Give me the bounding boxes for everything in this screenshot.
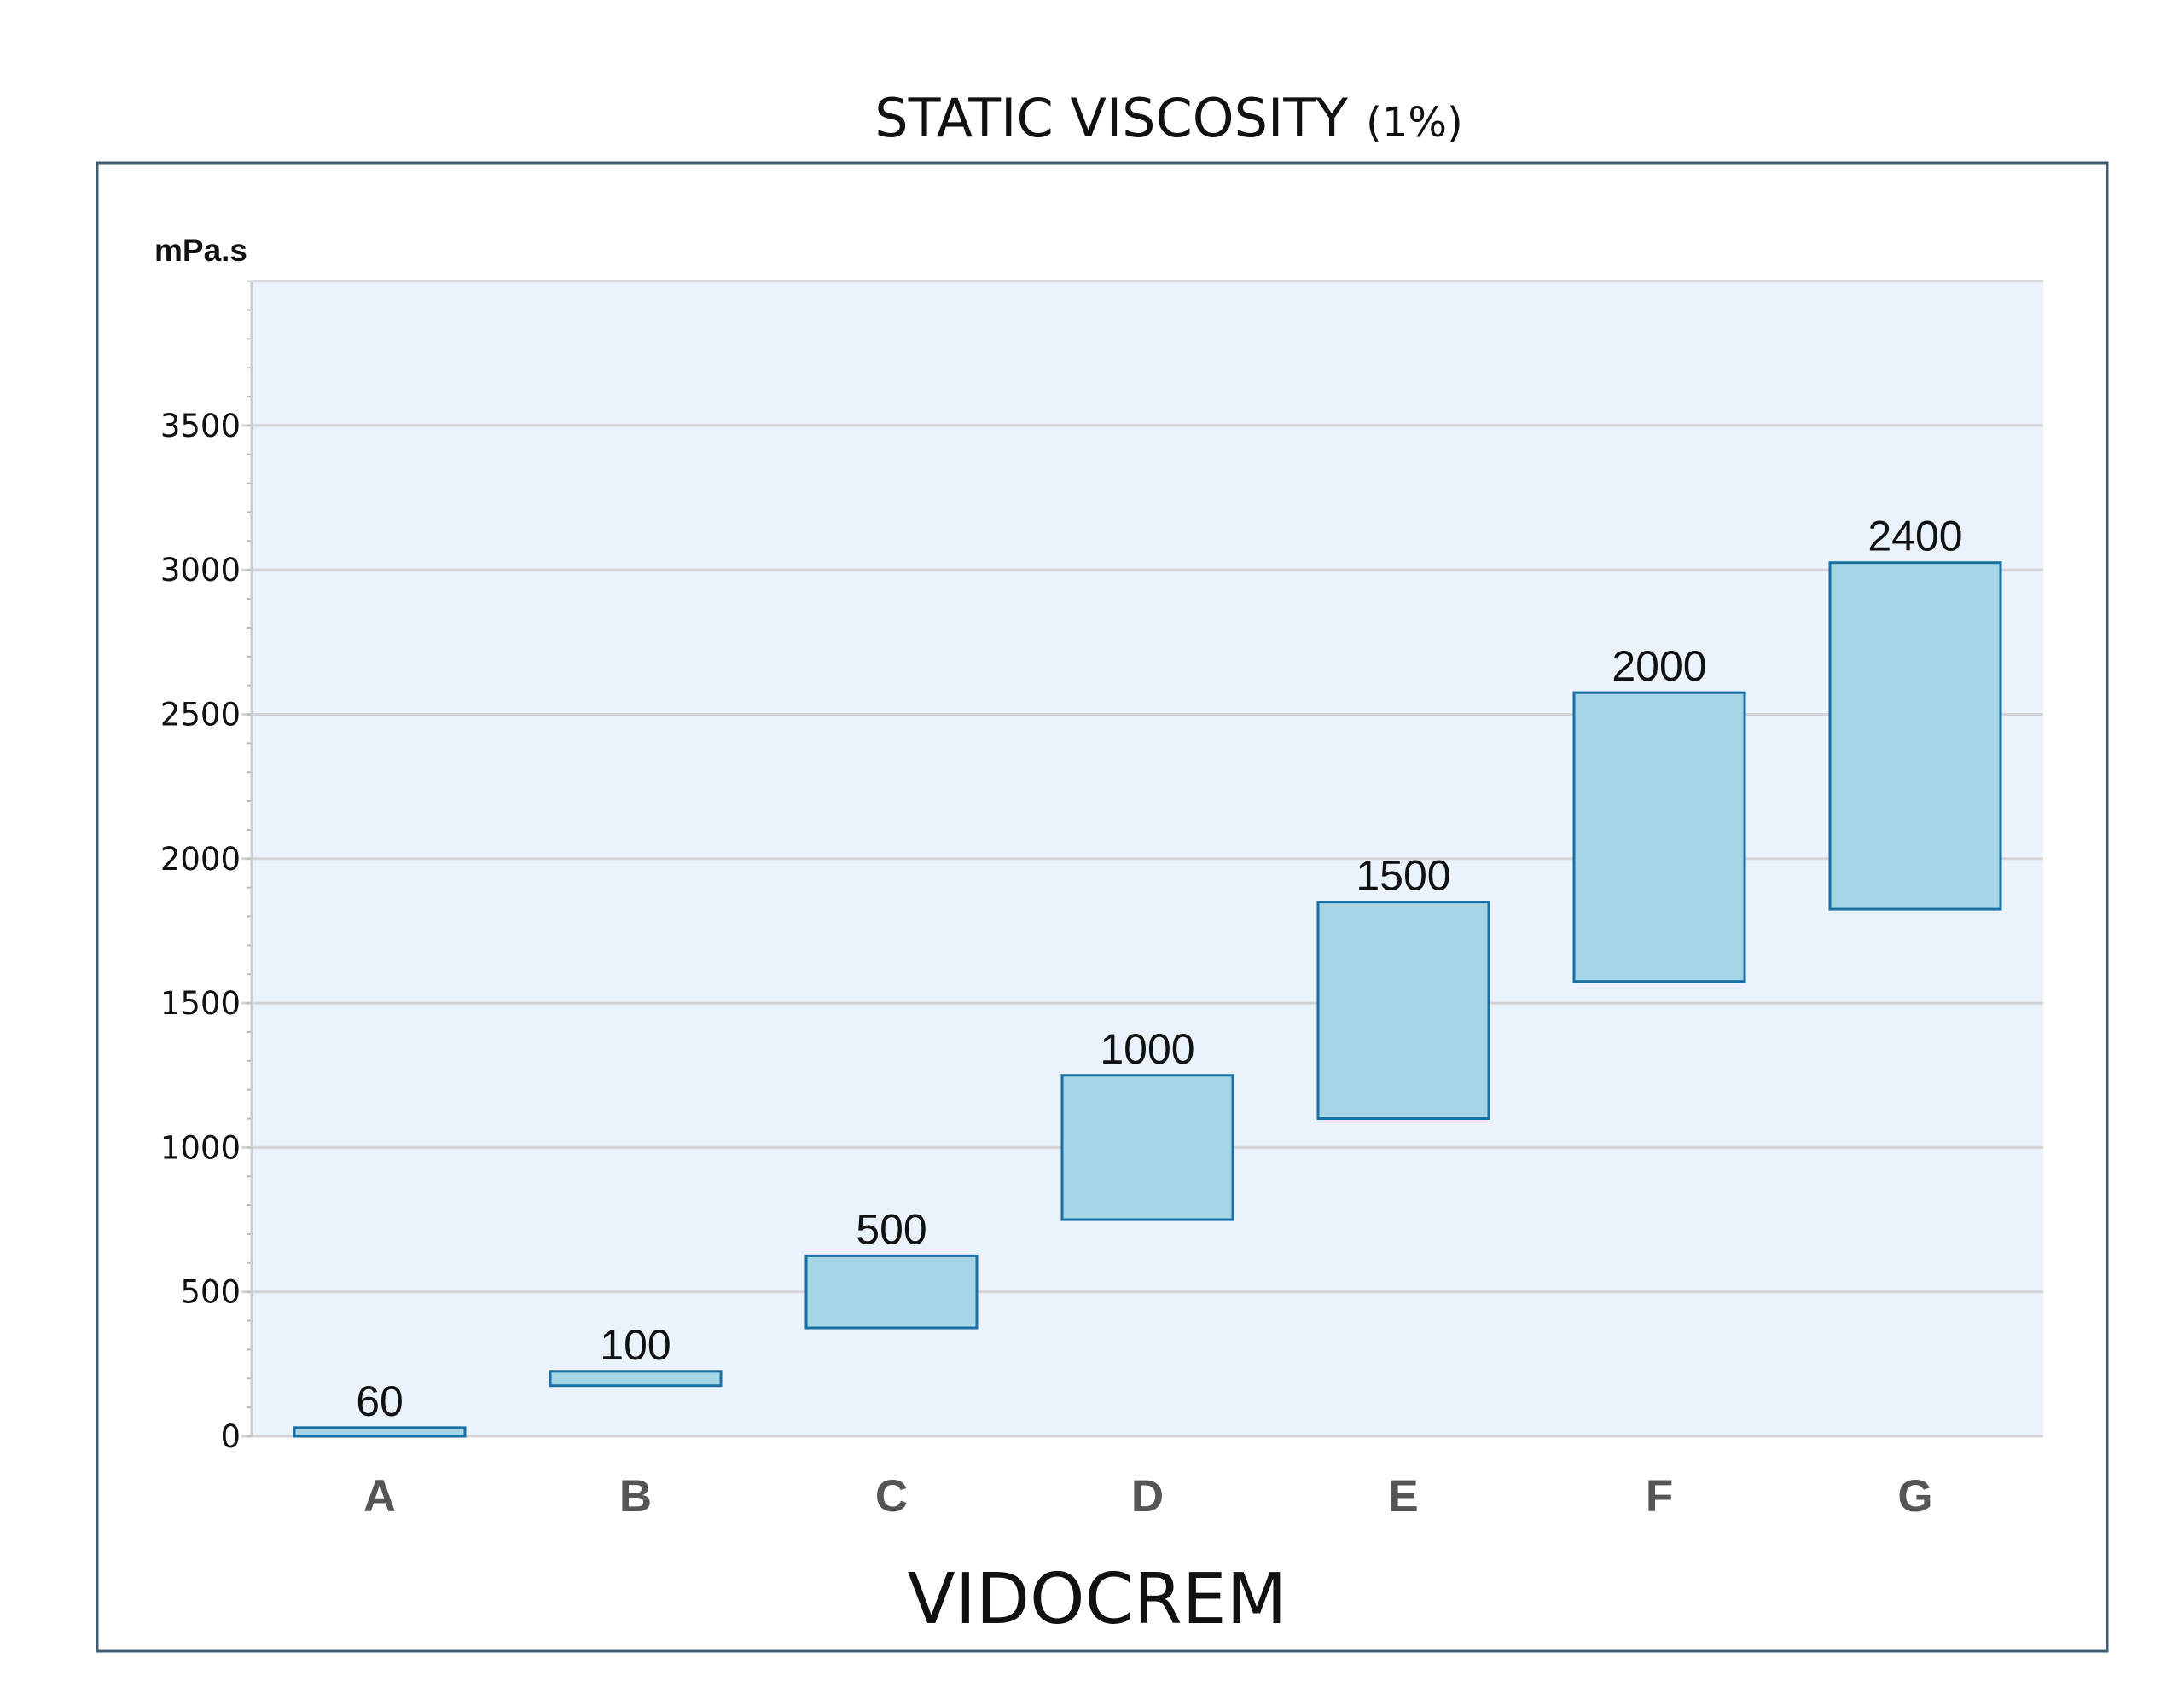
y-tick-label: 1000 (160, 1129, 241, 1166)
data-label-b: 100 (600, 1321, 671, 1369)
bars: 60 100 500 1000 1500 2000 2400 (293, 513, 2002, 1438)
bar-e (1316, 901, 1490, 1121)
y-tick-label: 3000 (160, 552, 241, 588)
y-tick-label: 2000 (160, 841, 241, 878)
x-axis-title: VIDOCREM (908, 1559, 1287, 1640)
y-tick-label: 3500 (160, 408, 241, 444)
data-label-e: 1500 (1356, 852, 1450, 900)
chart-title-main: STATIC VISCOSITY (874, 87, 1348, 149)
chart-title-suffix: (1%) (1366, 99, 1463, 147)
bar-f (1572, 691, 1746, 983)
y-tick-label: 500 (180, 1274, 241, 1311)
data-label-d: 1000 (1100, 1025, 1194, 1073)
data-label-a: 60 (356, 1377, 404, 1425)
y-tick-label: 1500 (160, 985, 241, 1022)
y-axis: 0 500 1000 1500 2000 2500 3000 3500 (160, 280, 253, 1455)
data-label-c: 500 (856, 1205, 926, 1253)
x-tick-label-f: F (1646, 1471, 1673, 1522)
bar-a (293, 1426, 467, 1438)
y-tick-label: 0 (220, 1418, 241, 1455)
x-axis: A B C D E F G (363, 1471, 1933, 1522)
data-label-f: 2000 (1612, 642, 1706, 690)
y-axis-unit-label: mPa.s (154, 233, 247, 268)
bar-g (1828, 561, 2002, 911)
x-tick-label-d: D (1131, 1471, 1164, 1522)
bar-c (804, 1254, 979, 1330)
x-tick-label-b: B (619, 1471, 652, 1522)
y-tick-label: 2500 (160, 697, 241, 733)
data-label-g: 2400 (1867, 513, 1962, 560)
x-tick-label-e: E (1388, 1471, 1418, 1522)
x-tick-label-a: A (363, 1471, 396, 1522)
bar-b (549, 1370, 723, 1388)
chart-title: STATIC VISCOSITY (1%) (874, 87, 1462, 149)
x-tick-label-c: C (875, 1471, 908, 1522)
x-tick-label-g: G (1897, 1471, 1932, 1522)
bar-d (1060, 1074, 1234, 1221)
